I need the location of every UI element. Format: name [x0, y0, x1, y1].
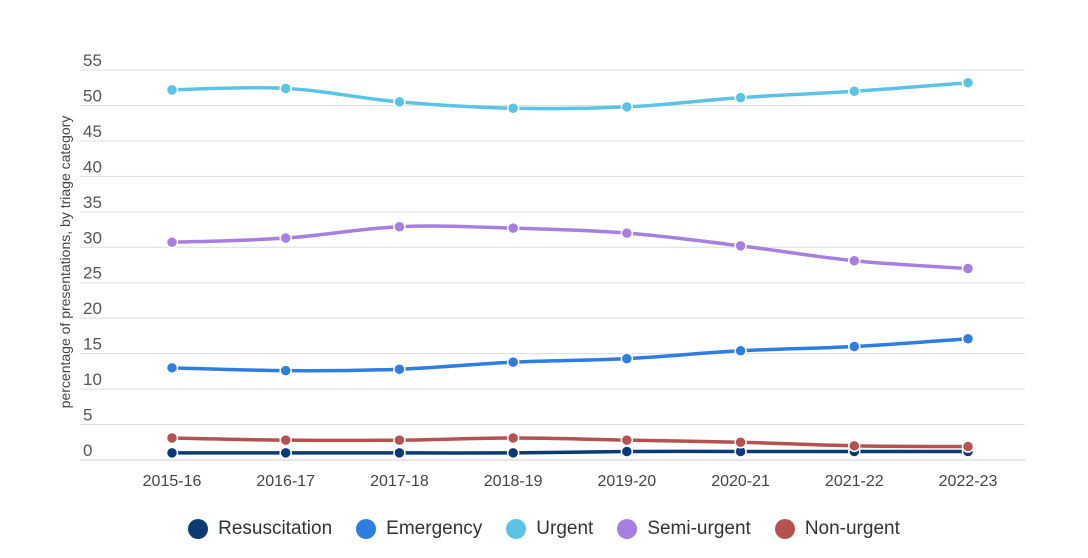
data-point[interactable]	[279, 446, 292, 460]
data-point[interactable]	[961, 76, 975, 90]
x-axis-ticks: 2015-16 2016-17 2017-18 2018-19 2019-20 2020-…	[143, 473, 998, 490]
chart-legend: Resuscitation Emergency Urgent Semi-urgent N…	[0, 518, 1088, 540]
data-point[interactable]	[165, 361, 179, 375]
y-axis-label: percentage of presentations, by triage c…	[57, 116, 73, 409]
data-point[interactable]	[165, 83, 179, 97]
legend-swatch	[188, 519, 209, 539]
series-line	[170, 336, 970, 373]
legend-swatch	[617, 519, 638, 539]
series-urgent	[165, 76, 975, 115]
series-non-urgent	[165, 431, 975, 453]
data-point[interactable]	[848, 85, 861, 98]
y-tick-label: 30	[83, 228, 102, 247]
y-tick-label: 40	[83, 157, 102, 176]
data-point[interactable]	[393, 220, 406, 233]
data-point[interactable]	[734, 91, 747, 104]
data-point[interactable]	[279, 433, 292, 447]
x-tick-label: 2022-23	[939, 473, 998, 490]
legend-label: Resuscitation	[218, 518, 333, 539]
data-point[interactable]	[620, 433, 634, 447]
legend-swatch	[506, 519, 527, 539]
data-point[interactable]	[279, 231, 292, 245]
x-tick-label: 2020-21	[711, 473, 770, 490]
data-point[interactable]	[848, 439, 861, 453]
data-point[interactable]	[506, 221, 520, 235]
y-tick-label: 25	[83, 264, 102, 283]
data-point[interactable]	[393, 446, 406, 460]
y-tick-label: 35	[83, 193, 102, 212]
y-tick-label: 10	[83, 370, 102, 389]
legend-label: Non-urgent	[804, 518, 900, 539]
legend-swatch	[356, 519, 377, 539]
data-point[interactable]	[506, 102, 520, 115]
data-point[interactable]	[961, 332, 975, 345]
data-point[interactable]	[620, 100, 634, 114]
y-tick-label: 50	[83, 86, 102, 105]
x-tick-label: 2016-17	[256, 473, 315, 490]
data-point[interactable]	[620, 352, 634, 365]
x-tick-label: 2021-22	[825, 473, 884, 490]
data-point[interactable]	[734, 239, 747, 253]
data-point[interactable]	[961, 440, 975, 453]
data-point[interactable]	[165, 431, 179, 445]
legend-item[interactable]: Urgent	[506, 518, 593, 540]
series-lines	[165, 76, 975, 460]
data-point[interactable]	[506, 355, 520, 369]
data-point[interactable]	[506, 431, 520, 445]
series-line	[170, 436, 970, 449]
series-line	[170, 449, 970, 455]
data-point[interactable]	[165, 446, 179, 460]
gridlines	[80, 69, 1025, 461]
y-tick-label: 20	[83, 299, 102, 318]
y-axis-ticks: 0 5 10 15 20 25 30 35 40 45 50 55	[83, 51, 102, 460]
legend-swatch	[774, 519, 795, 539]
legend-label: Semi-urgent	[647, 518, 751, 539]
y-tick-label: 45	[83, 122, 102, 141]
y-tick-label: 5	[83, 406, 92, 425]
data-point[interactable]	[620, 445, 634, 458]
data-point[interactable]	[734, 436, 747, 449]
data-point[interactable]	[165, 236, 179, 249]
legend-item[interactable]: Resuscitation	[188, 518, 332, 540]
data-point[interactable]	[393, 433, 406, 447]
legend-item[interactable]: Non-urgent	[774, 518, 900, 540]
x-tick-label: 2018-19	[484, 473, 543, 490]
data-point[interactable]	[848, 254, 861, 267]
series-emergency	[165, 332, 975, 377]
legend-label: Urgent	[536, 518, 594, 539]
data-point[interactable]	[961, 262, 975, 275]
legend-item[interactable]: Semi-urgent	[617, 518, 751, 540]
data-point[interactable]	[734, 344, 747, 358]
x-tick-label: 2017-18	[370, 473, 429, 490]
data-point[interactable]	[393, 95, 406, 109]
series-line	[170, 81, 970, 111]
series-resuscitation	[165, 445, 975, 460]
y-tick-label: 15	[83, 335, 102, 354]
data-point[interactable]	[848, 340, 861, 353]
y-tick-label: 55	[83, 51, 102, 70]
legend-item[interactable]: Emergency	[356, 518, 482, 540]
data-point[interactable]	[393, 362, 406, 376]
series-line	[170, 224, 970, 271]
data-point[interactable]	[279, 82, 292, 95]
legend-label: Emergency	[386, 518, 483, 539]
data-point[interactable]	[506, 446, 520, 460]
series-semi-urgent	[165, 220, 975, 275]
data-point[interactable]	[279, 364, 292, 377]
x-tick-label: 2019-20	[597, 473, 656, 490]
y-tick-label: 0	[83, 441, 92, 460]
x-tick-label: 2015-16	[143, 473, 202, 490]
data-point[interactable]	[620, 226, 634, 240]
